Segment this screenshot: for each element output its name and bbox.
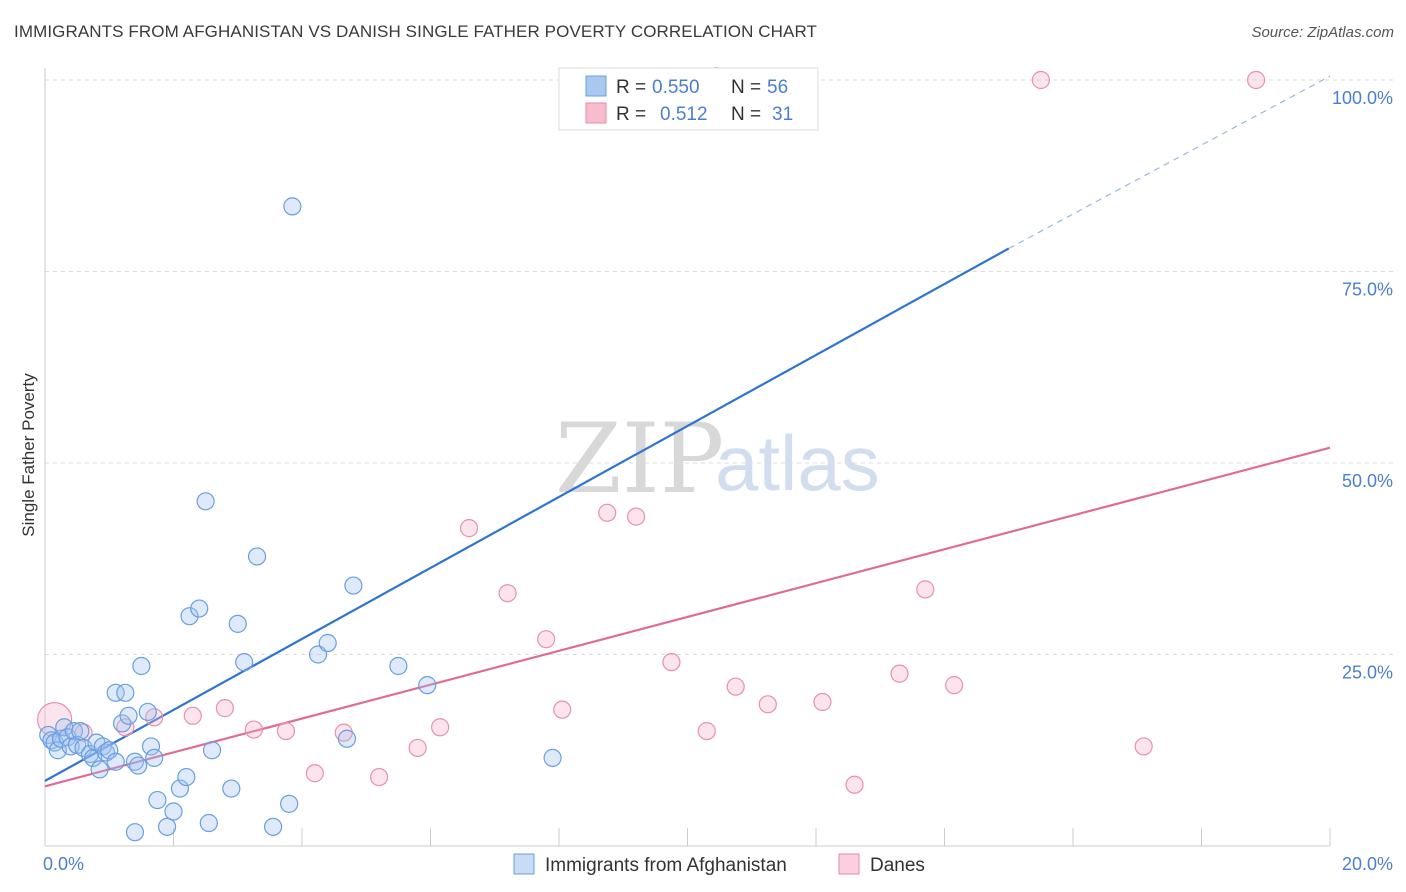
point-danes (498, 584, 517, 603)
point-danes (890, 664, 909, 683)
point-afghanistan (247, 547, 267, 566)
point-afghanistan (337, 729, 357, 748)
point-afghanistan (263, 817, 283, 836)
point-danes (276, 721, 296, 741)
point-danes (758, 695, 777, 714)
legend-n-value-danes: 31 (772, 104, 793, 125)
x-tick-label-0: 0.0% (43, 854, 84, 874)
point-afghanistan (228, 614, 247, 633)
point-afghanistan (389, 656, 408, 676)
point-afghanistan (543, 748, 562, 768)
point-afghanistan (199, 813, 218, 833)
legend-label-immigrants-from-afghanistan: Immigrants from Afghanistan (545, 855, 787, 876)
point-afghanistan (148, 790, 167, 810)
point-afghanistan (100, 741, 119, 760)
point-afghanistan (235, 653, 254, 672)
y-tick-label-100: 100.0% (1332, 88, 1393, 108)
legend-r-value-danes: 0.512 (660, 104, 708, 125)
point-afghanistan (157, 817, 177, 836)
data-points (37, 67, 1266, 842)
point-danes (916, 580, 935, 599)
point-afghanistan (106, 752, 125, 771)
tick-labels: 25.0% 50.0% 75.0% 100.0% 0.0% 20.0% (43, 88, 1393, 874)
legend-n-label-danes: N = (731, 104, 761, 125)
y-tick-label-25: 25.0% (1342, 663, 1393, 683)
point-afghanistan (280, 794, 299, 813)
point-danes (697, 721, 716, 741)
gridlines (45, 79, 1395, 655)
point-afghanistan (106, 683, 125, 702)
point-danes (459, 519, 479, 538)
point-danes (305, 764, 324, 783)
point-afghanistan (344, 576, 363, 595)
point-danes (1247, 70, 1266, 90)
point-danes (626, 507, 646, 526)
point-afghanistan (71, 721, 90, 741)
point-afghanistan (202, 741, 222, 760)
trend-line-danes (44, 446, 1331, 788)
point-danes (1134, 737, 1153, 756)
point-danes (431, 718, 450, 737)
point-afghanistan (125, 823, 145, 842)
point-afghanistan (180, 607, 199, 626)
point-afghanistan (138, 702, 157, 722)
point-danes (215, 699, 234, 718)
point-danes (726, 677, 745, 696)
legend-r-label-danes: R = (616, 104, 646, 125)
y-tick-label-50: 50.0% (1342, 471, 1393, 491)
point-afghanistan (129, 756, 148, 775)
point-afghanistan (318, 633, 337, 653)
point-afghanistan (116, 683, 135, 702)
point-afghanistan (170, 779, 190, 798)
point-afghanistan (96, 743, 116, 762)
point-afghanistan (90, 760, 109, 779)
chart-title: IMMIGRANTS FROM AFGHANISTAN VS DANISH SI… (14, 22, 818, 41)
point-danes (537, 630, 556, 649)
axes (44, 68, 1331, 847)
point-danes (183, 706, 202, 725)
point-afghanistan (190, 599, 209, 618)
point-afghanistan (145, 748, 164, 768)
trend-lines (44, 75, 1331, 788)
point-afghanistan (119, 706, 138, 725)
legend-stats: R = 0.550 N = 56 R = 0.512 N = 31 (558, 67, 819, 131)
point-danes (408, 738, 427, 758)
legend-r-label-afghanistan: R = (616, 77, 646, 98)
point-danes (845, 775, 864, 794)
point-afghanistan (64, 721, 84, 741)
point-afghanistan (196, 492, 215, 511)
legend-r-value-afghanistan: 0.550 (652, 77, 700, 98)
point-afghanistan (177, 767, 196, 787)
legend-n-label-afghanistan: N = (731, 77, 761, 98)
point-afghanistan (418, 676, 437, 695)
legend-swatch-danes-bottom (838, 853, 860, 875)
point-danes (598, 503, 617, 522)
legend-swatch-danes (585, 102, 607, 124)
trend-line-afghanistan (44, 247, 1010, 782)
point-danes (244, 720, 263, 739)
y-axis-title: Single Father Poverty (19, 373, 38, 537)
point-afghanistan (141, 737, 161, 756)
legend-series: Immigrants from Afghanistan Danes (513, 853, 925, 876)
y-tick-label-75: 75.0% (1342, 280, 1393, 300)
point-danes (813, 692, 832, 712)
source-credit: Source: ZipAtlas.com (1251, 24, 1394, 41)
point-danes (662, 653, 681, 672)
x-tick-label-20: 20.0% (1342, 854, 1393, 874)
point-danes (1031, 70, 1050, 90)
point-danes (37, 702, 73, 738)
legend-n-value-afghanistan: 56 (767, 77, 788, 98)
point-afghanistan (132, 656, 151, 676)
legend-label-danes: Danes (870, 855, 925, 876)
point-danes (370, 767, 389, 787)
legend-swatch-immigrants-from-afghanistan (513, 853, 535, 875)
point-danes (945, 676, 964, 695)
trend-line-afghanistan-extension (1008, 75, 1331, 250)
point-afghanistan (283, 197, 302, 216)
point-afghanistan (222, 779, 241, 798)
point-afghanistan (164, 802, 183, 821)
point-danes (553, 700, 572, 719)
legend-swatch-afghanistan (585, 75, 607, 97)
